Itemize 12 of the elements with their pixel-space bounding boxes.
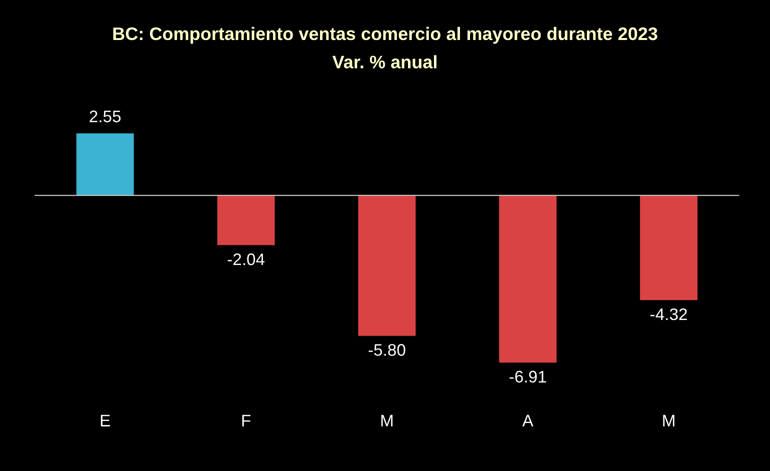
x-tick-label: F (242, 414, 250, 426)
chart-subtitle: Var. % anual (332, 55, 436, 68)
data-label: -6.91 (510, 370, 546, 383)
x-tick-label: E (100, 414, 110, 426)
x-tick-label: A (522, 414, 534, 426)
data-label: -5.80 (368, 344, 406, 356)
chart-title: BC: Comportamiento ventas comercio al mayoreo durante 2023 (113, 26, 658, 44)
data-label: -2.04 (228, 253, 265, 266)
data-label: 2.55 (90, 110, 121, 122)
data-label: -4.32 (650, 308, 687, 320)
x-tick-label: M (381, 414, 392, 426)
x-tick-label: M (663, 414, 674, 426)
